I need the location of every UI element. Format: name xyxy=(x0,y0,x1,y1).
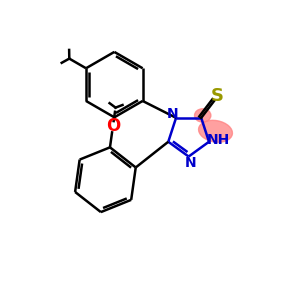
Ellipse shape xyxy=(194,109,211,122)
Text: NH: NH xyxy=(207,133,230,147)
Text: N: N xyxy=(184,156,196,170)
Text: O: O xyxy=(106,117,120,135)
Text: N: N xyxy=(167,107,178,121)
Ellipse shape xyxy=(199,120,233,142)
Text: S: S xyxy=(211,87,224,105)
